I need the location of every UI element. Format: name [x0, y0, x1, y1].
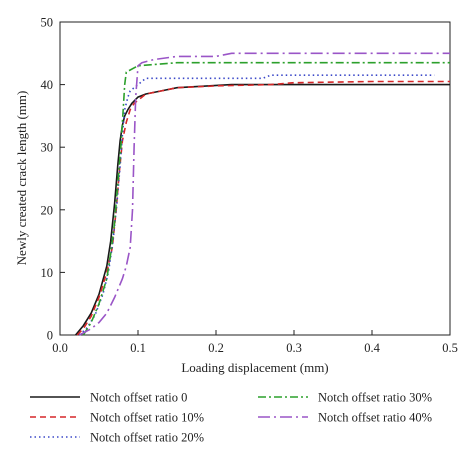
legend-label: Notch offset ratio 0: [90, 391, 187, 405]
x-axis-title: Loading displacement (mm): [181, 360, 328, 375]
x-tick-label: 0.1: [130, 341, 146, 355]
x-tick-label: 0.5: [442, 341, 458, 355]
x-tick-label: 0.0: [52, 341, 68, 355]
y-tick-label: 40: [41, 78, 54, 92]
y-tick-label: 50: [41, 16, 54, 30]
x-tick-label: 0.2: [208, 341, 224, 355]
x-tick-label: 0.3: [286, 341, 302, 355]
y-axis-title: Newly created crack length (mm): [14, 91, 29, 266]
series-layer: [74, 52, 450, 336]
series-line-2: [78, 74, 435, 336]
y-tick-label: 0: [47, 329, 53, 343]
series-line-1: [76, 80, 450, 336]
legend-label: Notch offset ratio 30%: [318, 391, 432, 405]
series-line-3: [82, 61, 450, 336]
legend-label: Notch offset ratio 10%: [90, 411, 204, 425]
legend-label: Notch offset ratio 40%: [318, 411, 432, 425]
y-tick-label: 10: [41, 266, 54, 280]
legend-label: Notch offset ratio 20%: [90, 431, 204, 445]
plot-frame: [59, 21, 451, 336]
legend: Notch offset ratio 0 Notch offset ratio 1…: [30, 391, 432, 445]
x-tick-label: 0.4: [364, 341, 380, 355]
y-tick-label: 20: [41, 203, 54, 217]
x-axis: 0.0 0.1 0.2 0.3 0.4 0.5: [52, 330, 458, 355]
y-tick-label: 30: [41, 141, 54, 155]
series-line-4: [79, 52, 450, 336]
y-axis: 0 10 20 30 40 50: [41, 16, 65, 343]
